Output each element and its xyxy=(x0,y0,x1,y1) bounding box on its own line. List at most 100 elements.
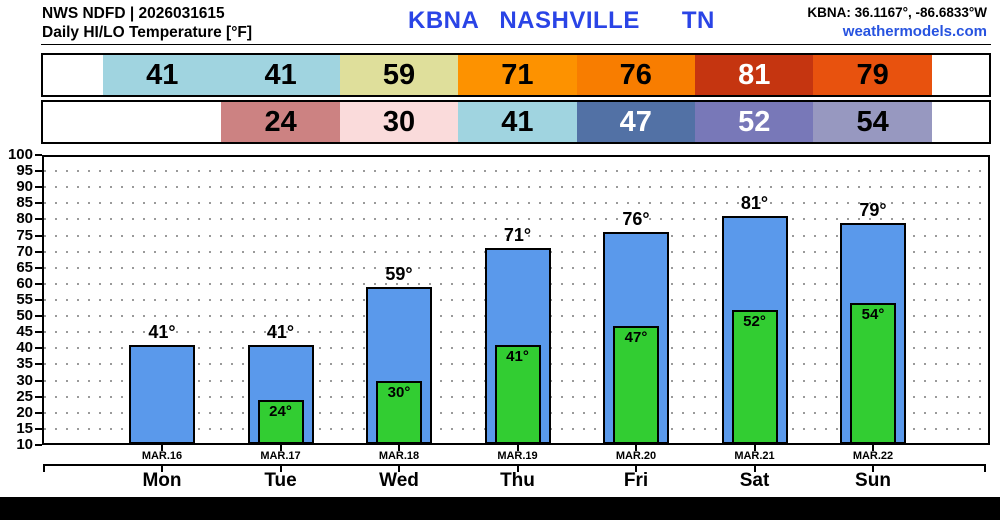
station-name: NASHVILLE xyxy=(499,7,640,34)
y-axis-tick xyxy=(35,234,42,237)
lo-temperature-strip: 24 30 41 47 52 54 xyxy=(41,100,991,144)
bar-low xyxy=(376,380,422,444)
y-axis-tick-label: 60 xyxy=(16,274,33,292)
gridline xyxy=(44,186,988,189)
y-axis-tick xyxy=(35,202,42,205)
x-axis-tick xyxy=(516,445,519,451)
y-axis-tick-label: 90 xyxy=(16,178,33,196)
hi-strip-cell: 81 xyxy=(695,55,814,95)
hi-bar-label: 59° xyxy=(385,264,413,285)
hi-strip-cell: 59 xyxy=(339,55,459,95)
y-axis-tick-label: 40 xyxy=(16,339,33,357)
bar-low xyxy=(613,325,659,444)
weekday-label: Sat xyxy=(739,470,770,491)
lo-strip-cell: 54 xyxy=(813,102,932,142)
lo-bar-label: 52° xyxy=(743,312,766,330)
y-axis-tick-label: 75 xyxy=(16,226,33,244)
product-title: Daily HI/LO Temperature [°F] xyxy=(42,24,253,41)
x-axis-tick xyxy=(161,445,163,451)
x-axis-tick xyxy=(872,445,874,451)
weekday-axis-tick xyxy=(161,464,163,472)
gridline xyxy=(44,170,988,173)
y-axis-tick xyxy=(35,218,42,221)
y-axis-tick xyxy=(35,154,42,156)
date-tick-label: MAR.16 xyxy=(141,450,183,462)
header-right: KBNA: 36.1167°, -86.6833°W weathermodels… xyxy=(807,4,987,41)
weekday-axis-tick xyxy=(516,464,519,472)
bar-high xyxy=(129,345,195,444)
bar-low xyxy=(731,309,778,444)
lo-bar-label: 47° xyxy=(624,328,648,346)
hi-temperature-strip: 41 41 59 71 76 81 79 xyxy=(41,53,991,97)
y-axis-tick xyxy=(35,170,42,173)
lo-strip-cell: 52 xyxy=(695,102,814,142)
weekday-axis-end-tick xyxy=(43,464,45,472)
weekday-label: Wed xyxy=(379,470,419,491)
y-axis-tick-label: 50 xyxy=(16,307,33,325)
y-axis-tick-label: 10 xyxy=(16,436,33,453)
weekday-axis xyxy=(43,464,986,466)
lo-strip-cell: 24 xyxy=(221,102,340,142)
y-axis-tick-label: 15 xyxy=(16,419,33,437)
site-link[interactable]: weathermodels.com xyxy=(842,23,987,40)
weekday-axis-tick xyxy=(872,464,874,472)
x-axis-tick xyxy=(279,445,282,451)
x-axis-tick xyxy=(398,445,400,451)
gridline xyxy=(44,234,988,237)
weekday-label: Fri xyxy=(623,470,649,491)
footer-band xyxy=(0,497,1000,520)
y-axis-tick-label: 25 xyxy=(16,387,33,405)
hi-bar-label: 41° xyxy=(266,322,295,343)
weekday-label: Thu xyxy=(500,470,535,491)
lo-bar-label: 54° xyxy=(861,306,885,324)
x-axis-tick xyxy=(635,445,637,451)
y-axis-tick xyxy=(35,266,42,269)
data-source-line: NWS NDFD | 2026031615 xyxy=(42,5,225,22)
hi-bar-label: 81° xyxy=(740,193,769,214)
lo-strip-cell: 47 xyxy=(576,102,695,142)
weekday-axis-end-tick xyxy=(984,464,986,472)
header-left: NWS NDFD | 2026031615 Daily HI/LO Temper… xyxy=(42,4,252,42)
weekday-label: Sun xyxy=(855,470,891,491)
hi-strip-cell: 71 xyxy=(458,55,577,95)
y-axis-tick-label: 30 xyxy=(16,371,33,389)
weekday-label: Tue xyxy=(264,470,297,491)
bar-low xyxy=(850,303,896,444)
station-coordinates: KBNA: 36.1167°, -86.6833°W xyxy=(807,5,987,20)
weekday-axis-tick xyxy=(753,464,756,472)
hi-bar-label: 71° xyxy=(503,225,532,246)
weekday-axis-tick xyxy=(279,464,282,472)
bar-low xyxy=(257,399,304,444)
x-axis-tick xyxy=(753,445,756,451)
y-axis-tick xyxy=(35,411,42,414)
station-state: TN xyxy=(681,7,715,34)
hi-strip-cell: 76 xyxy=(576,55,695,95)
weekday-label: Mon xyxy=(142,470,182,491)
hi-strip-cell: 41 xyxy=(221,55,340,95)
station-title: KBNA NASHVILLE TN xyxy=(408,7,715,35)
lo-bar-label: 24° xyxy=(269,402,292,420)
date-tick-label: MAR.18 xyxy=(378,450,420,462)
plot-frame xyxy=(42,155,990,445)
y-axis-tick xyxy=(35,444,42,446)
hi-bar-label: 41° xyxy=(148,322,176,343)
station-code: KBNA xyxy=(408,7,480,34)
header-divider xyxy=(41,44,991,45)
weekday-axis-tick xyxy=(398,464,400,472)
lo-bar-label: 41° xyxy=(506,348,529,366)
hi-bar-label: 79° xyxy=(859,199,887,220)
y-axis-tick xyxy=(35,315,42,318)
y-axis-tick xyxy=(35,347,42,350)
y-axis-tick-label: 70 xyxy=(16,242,33,260)
y-axis-tick xyxy=(35,363,42,366)
y-axis-tick xyxy=(35,299,42,301)
y-axis-tick xyxy=(35,379,42,382)
y-axis-tick-label: 95 xyxy=(16,162,33,180)
lo-bar-label: 30° xyxy=(387,383,411,401)
y-axis-tick-label: 85 xyxy=(16,194,33,212)
y-axis-tick-label: 20 xyxy=(16,403,33,421)
date-tick-label: MAR.20 xyxy=(615,450,657,462)
hi-strip-cell: 41 xyxy=(103,55,222,95)
date-tick-label: MAR.17 xyxy=(260,450,301,462)
